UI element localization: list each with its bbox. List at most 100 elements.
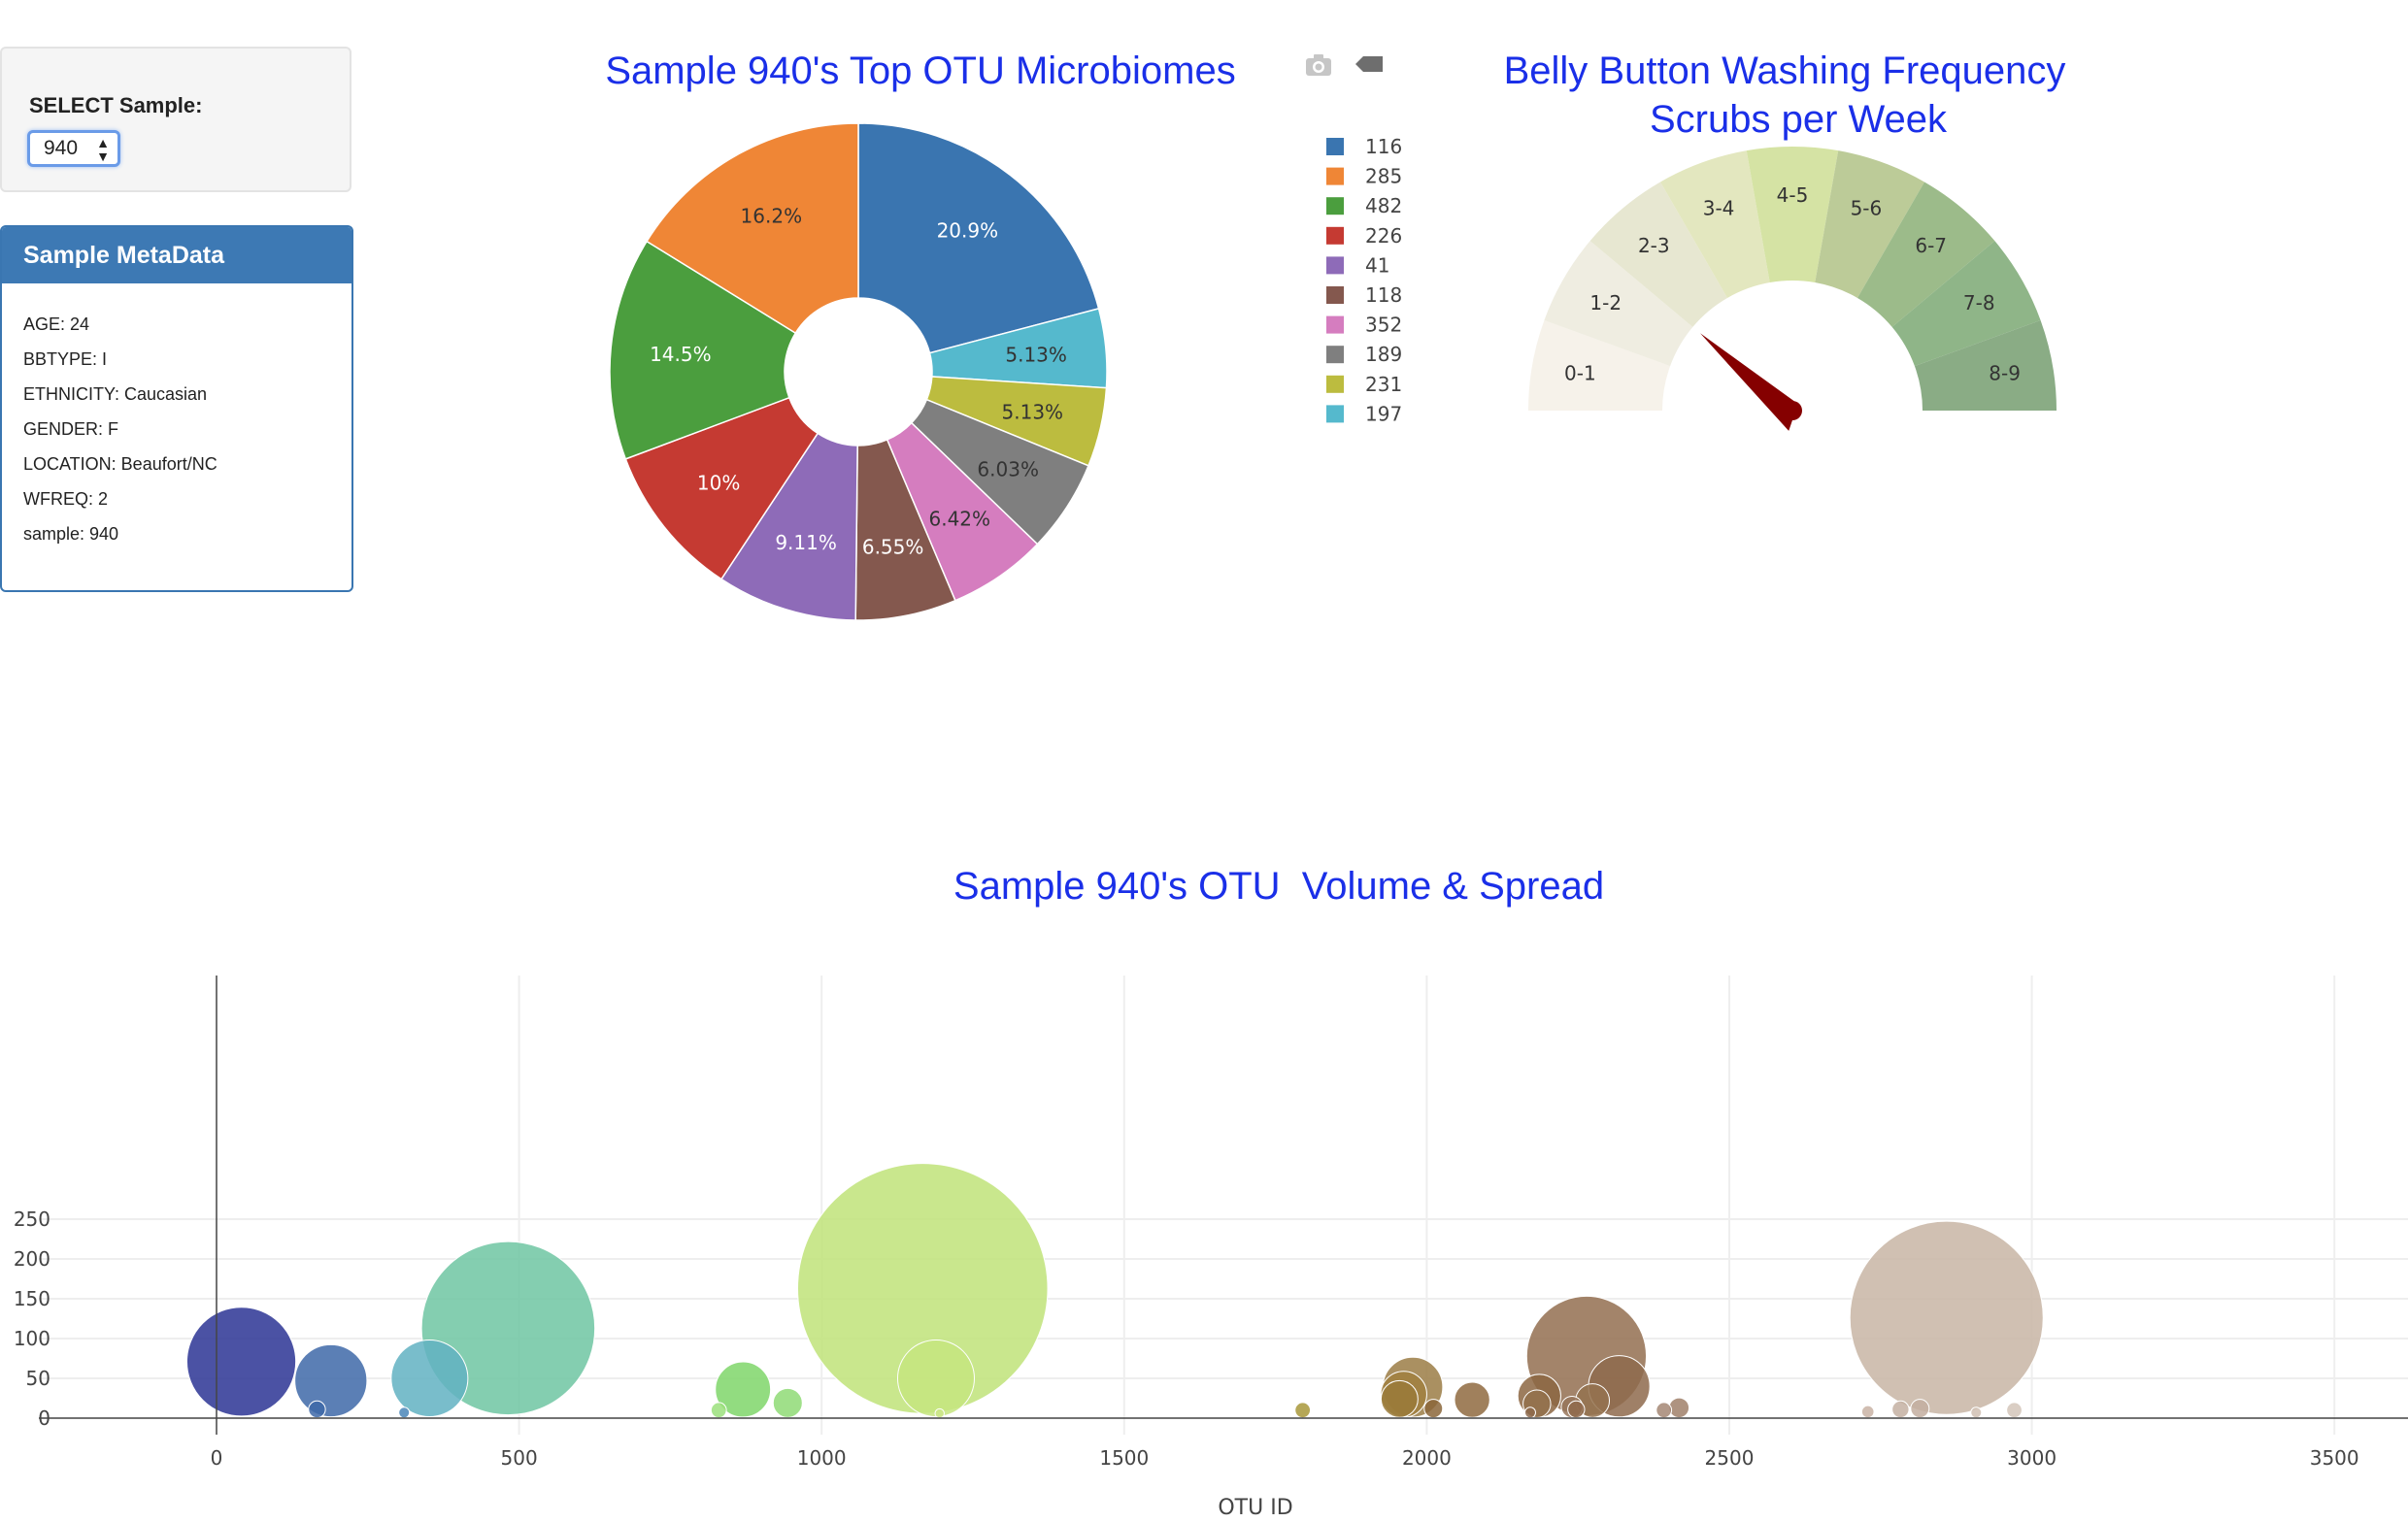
legend-swatch <box>1326 226 1344 245</box>
legend-label[interactable]: 116 <box>1365 135 1402 158</box>
y-tick-label: 200 <box>14 1247 50 1271</box>
gauge-subtitle: Scrubs per Week <box>1650 98 1948 141</box>
bubble-point[interactable] <box>710 1402 727 1419</box>
metadata-row-location: LOCATION: Beaufort/NC <box>23 454 217 474</box>
legend-label[interactable]: 226 <box>1365 224 1402 248</box>
bubble-point[interactable] <box>294 1343 368 1418</box>
x-tick-label: 500 <box>501 1446 538 1470</box>
sample-select-panel: SELECT Sample: 940 ▲ ▼ <box>0 47 351 192</box>
bubble-point[interactable] <box>390 1340 469 1417</box>
needle-hub <box>1783 401 1802 420</box>
gauge-sector-label: 7-8 <box>1963 291 1995 314</box>
bubble-point[interactable] <box>398 1406 411 1419</box>
gauge-sector-label: 8-9 <box>1989 361 2021 384</box>
gauge-sector-5-6 <box>1815 150 1924 298</box>
bubble-point[interactable] <box>1891 1400 1910 1419</box>
y-tick-label: 150 <box>14 1287 50 1310</box>
legend-label[interactable]: 231 <box>1365 373 1402 396</box>
metadata-body: AGE: 24 BBTYPE: I ETHNICITY: Caucasian G… <box>2 283 351 559</box>
bubble-point[interactable] <box>1970 1406 1983 1419</box>
bubble-point[interactable] <box>934 1407 945 1419</box>
gauge-title: Belly Button Washing Frequency <box>1504 50 2066 92</box>
pie-value-label: 5.13% <box>1002 400 1064 423</box>
pie-slice-482[interactable] <box>609 240 797 460</box>
tag-icon[interactable] <box>1355 56 1383 72</box>
gauge-sector-label: 3-4 <box>1703 196 1735 219</box>
legend-swatch <box>1326 197 1344 215</box>
legend-swatch <box>1326 167 1344 185</box>
pie-value-label: 14.5% <box>650 343 712 366</box>
bubble-point[interactable] <box>1860 1405 1875 1419</box>
pie-value-label: 9.11% <box>775 531 837 554</box>
legend-label[interactable]: 352 <box>1365 314 1402 337</box>
pie-slice-285[interactable] <box>646 122 859 335</box>
gauge-sector-2-3 <box>1589 182 1727 327</box>
bubble-point[interactable] <box>1294 1402 1312 1419</box>
metadata-row-sample: sample: 940 <box>23 524 119 544</box>
legend-swatch <box>1326 138 1344 155</box>
bubble-point[interactable] <box>1567 1400 1586 1419</box>
y-tick-label: 100 <box>14 1327 50 1350</box>
gauge-sector-4-5 <box>1746 147 1839 283</box>
pie-slice-226[interactable] <box>624 396 819 580</box>
gauge-sector-3-4 <box>1660 150 1770 298</box>
sample-select-value: 940 <box>44 137 79 159</box>
gauge-sector-6-7 <box>1857 182 1995 327</box>
legend-label[interactable]: 118 <box>1365 283 1402 307</box>
pie-slice-41[interactable] <box>719 432 858 621</box>
bubble-point[interactable] <box>1423 1399 1444 1419</box>
pie-value-label: 10% <box>697 472 740 495</box>
gauge-sector-7-8 <box>1891 241 2041 367</box>
bubble-xlabel: OTU ID <box>1218 1496 1292 1520</box>
pie-slices <box>609 122 1108 621</box>
legend-label[interactable]: 285 <box>1365 165 1402 188</box>
bubble-point[interactable] <box>2006 1402 2023 1419</box>
x-tick-label: 2000 <box>1402 1446 1452 1470</box>
pie-value-label: 6.55% <box>862 536 924 559</box>
x-tick-label: 3500 <box>2310 1446 2359 1470</box>
bubble-title: Sample 940's OTU Volume & Spread <box>953 865 1604 908</box>
select-label: SELECT Sample: <box>29 93 203 117</box>
pie-value-label: 6.42% <box>928 508 990 531</box>
gauge-sector-label: 0-1 <box>1564 361 1596 384</box>
bubble-point[interactable] <box>1849 1220 2044 1415</box>
legend-label[interactable]: 41 <box>1365 253 1389 277</box>
pie-value-label: 16.2% <box>741 204 803 227</box>
legend-label[interactable]: 197 <box>1365 402 1402 425</box>
bubble-point[interactable] <box>1380 1379 1419 1418</box>
metadata-row-gender: GENDER: F <box>23 419 119 439</box>
gauge-sector-label: 4-5 <box>1777 183 1809 207</box>
gauge-sector-1-2 <box>1544 241 1693 367</box>
needle-pointer <box>1700 333 1798 431</box>
gauge-sector-label: 1-2 <box>1589 291 1622 314</box>
bubble-point[interactable] <box>1656 1402 1673 1419</box>
bubble-point[interactable] <box>1668 1397 1690 1419</box>
x-tick-label: 2500 <box>1705 1446 1755 1470</box>
bubble-point[interactable] <box>772 1387 803 1418</box>
legend-swatch <box>1326 256 1344 275</box>
bubble-point[interactable] <box>715 1361 772 1418</box>
bubble-point[interactable] <box>896 1340 975 1417</box>
metadata-row-ethnicity: ETHNICITY: Caucasian <box>23 384 208 404</box>
x-tick-label: 1500 <box>1099 1446 1149 1470</box>
bubble-axes: 0 500 1000 1500 2000 2500 3000 3500050100150200… <box>14 976 2408 1470</box>
bubble-point[interactable] <box>185 1307 297 1417</box>
bubble-point[interactable] <box>1454 1381 1490 1418</box>
bubble-point[interactable] <box>1910 1399 1930 1419</box>
pie-slice-116[interactable] <box>857 122 1100 354</box>
pie-value-label: 20.9% <box>937 218 999 242</box>
gauge-sectors: 0-1 1-2 2-3 3-4 4-5 5-6 6-7 7-8 8-9 <box>1528 147 2057 411</box>
gauge-sector-label: 2-3 <box>1638 234 1670 257</box>
pie-value-label: 6.03% <box>977 457 1039 480</box>
legend-label[interactable]: 482 <box>1365 194 1402 217</box>
y-tick-label: 250 <box>14 1208 50 1231</box>
metadata-row-wfreq: WFREQ: 2 <box>23 489 109 509</box>
gauge-sector-0-1 <box>1528 319 1671 411</box>
legend-label[interactable]: 189 <box>1365 343 1402 366</box>
bubble-point[interactable] <box>1523 1406 1536 1419</box>
bubble-point[interactable] <box>308 1400 326 1419</box>
camera-icon[interactable] <box>1306 54 1331 76</box>
sample-select[interactable]: 940 ▲ ▼ <box>27 130 120 167</box>
otu-pie-chart: Sample 940's Top OTU Microbiomes 20.9% 5.… <box>605 50 1402 621</box>
x-tick-label: 1000 <box>797 1446 847 1470</box>
